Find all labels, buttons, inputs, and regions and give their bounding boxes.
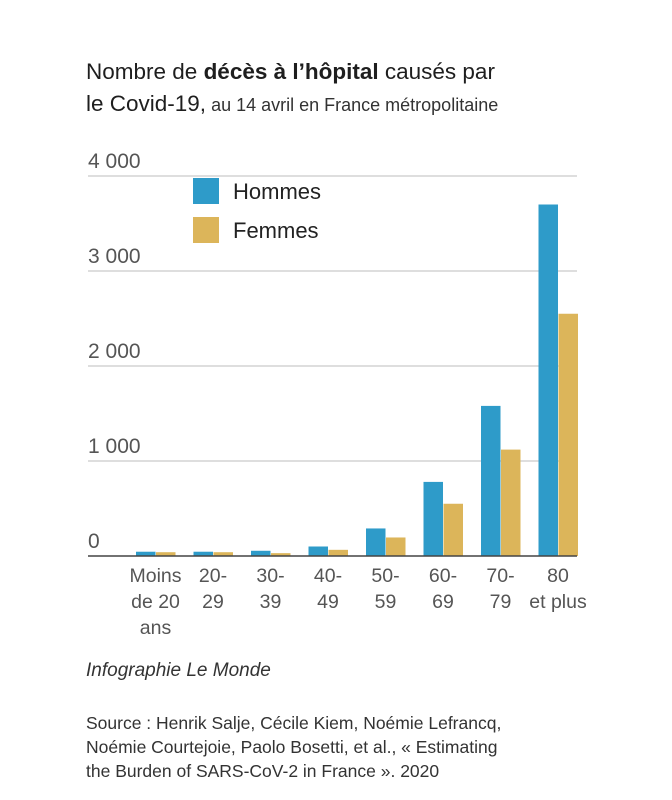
bar-chart: 0 1 000 2 000 3 000 4 000 Moins de 20 ans 20-29 3… <box>88 150 587 639</box>
y-tick-label-2: 2 000 <box>88 340 141 363</box>
x-tick-label-5: 60-69 <box>429 565 457 613</box>
legend-label-femmes: Femmes <box>233 218 319 243</box>
bar-hommes-0 <box>136 551 156 556</box>
title-line2-main: le Covid-19, <box>86 91 207 116</box>
x-tick-label-1: 20-29 <box>199 565 227 613</box>
bar-femmes-2 <box>271 553 291 556</box>
legend-label-hommes: Hommes <box>233 179 321 204</box>
bar-hommes-1 <box>193 551 213 556</box>
x-tick-label-7: 80 et plus <box>529 565 587 613</box>
title-part1: Nombre de <box>86 59 204 84</box>
x-tick-label-6: 70-79 <box>486 565 514 613</box>
bar-hommes-7 <box>538 204 558 556</box>
source-line-3: the Burden of SARS-CoV-2 in France ». 20… <box>86 761 440 781</box>
y-tick-label-1: 1 000 <box>88 435 141 458</box>
y-tick-label-0: 0 <box>88 530 100 553</box>
legend-swatch-hommes <box>193 178 219 204</box>
title-bold: décès à l’hôpital <box>203 59 379 84</box>
source-line-2: Noémie Courtejoie, Paolo Bosetti, et al.… <box>86 737 498 757</box>
chart-title: Nombre de décès à l’hôpital causés par l… <box>86 56 646 121</box>
x-tick-label-3: 40-49 <box>314 565 342 613</box>
legend-swatch-femmes <box>193 217 219 243</box>
bar-femmes-7 <box>558 313 578 556</box>
source-text: Source : Henrik Salje, Cécile Kiem, Noém… <box>86 711 646 783</box>
title-part2: causés par <box>378 59 495 84</box>
bar-hommes-4 <box>366 528 386 556</box>
y-tick-label-4: 4 000 <box>88 150 141 173</box>
bar-femmes-0 <box>156 552 176 556</box>
x-tick-label-0: Moins de 20 ans <box>129 565 181 639</box>
bar-hommes-5 <box>423 481 443 556</box>
bar-hommes-6 <box>481 405 501 556</box>
bar-femmes-3 <box>328 549 348 556</box>
bar-hommes-2 <box>251 550 271 556</box>
bar-femmes-4 <box>386 537 406 556</box>
bar-femmes-5 <box>443 503 463 556</box>
source-line-1: Source : Henrik Salje, Cécile Kiem, Noém… <box>86 713 502 733</box>
bar-femmes-6 <box>501 449 521 556</box>
credit-text: Infographie Le Monde <box>86 660 271 681</box>
x-tick-label-2: 30-39 <box>256 565 284 613</box>
y-tick-label-3: 3 000 <box>88 245 141 268</box>
x-tick-label-4: 50-59 <box>371 565 399 613</box>
bar-femmes-1 <box>213 552 233 556</box>
bar-hommes-3 <box>308 546 328 556</box>
title-line2-rest: au 14 avril en France métropolitaine <box>206 95 499 115</box>
